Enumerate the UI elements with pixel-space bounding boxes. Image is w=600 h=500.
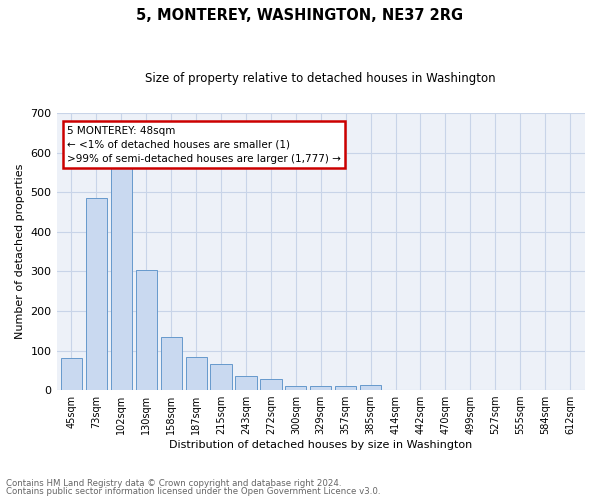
Bar — [360, 385, 381, 390]
Text: 5 MONTEREY: 48sqm
← <1% of detached houses are smaller (1)
>99% of semi-detached: 5 MONTEREY: 48sqm ← <1% of detached hous… — [67, 126, 341, 164]
Bar — [310, 386, 331, 390]
Bar — [61, 358, 82, 390]
Bar — [211, 364, 232, 390]
Bar — [235, 376, 257, 390]
Text: 5, MONTEREY, WASHINGTON, NE37 2RG: 5, MONTEREY, WASHINGTON, NE37 2RG — [136, 8, 464, 22]
Bar — [136, 270, 157, 390]
Bar — [260, 379, 281, 390]
Bar — [185, 357, 207, 390]
Text: Contains public sector information licensed under the Open Government Licence v3: Contains public sector information licen… — [6, 487, 380, 496]
Bar — [285, 386, 307, 390]
Bar — [86, 198, 107, 390]
Bar — [335, 386, 356, 390]
Y-axis label: Number of detached properties: Number of detached properties — [15, 164, 25, 340]
Bar — [161, 336, 182, 390]
Title: Size of property relative to detached houses in Washington: Size of property relative to detached ho… — [145, 72, 496, 86]
Text: Contains HM Land Registry data © Crown copyright and database right 2024.: Contains HM Land Registry data © Crown c… — [6, 478, 341, 488]
Bar — [111, 166, 132, 390]
X-axis label: Distribution of detached houses by size in Washington: Distribution of detached houses by size … — [169, 440, 472, 450]
